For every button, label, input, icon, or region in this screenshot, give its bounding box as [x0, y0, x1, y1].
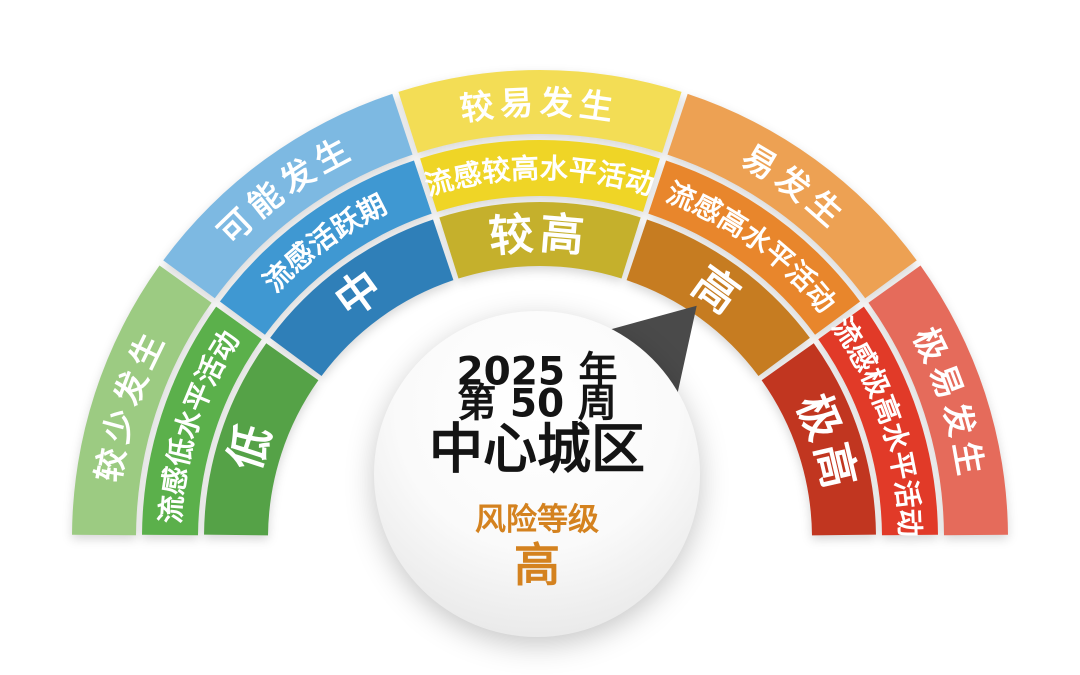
segment-中-level	[270, 219, 454, 376]
segment-较高-likelihood	[398, 70, 682, 153]
label-较高-likelihood: 较易发生	[458, 82, 623, 128]
segment-较高-level	[439, 202, 641, 279]
segment-低-activity	[142, 306, 262, 536]
gauge-segments: 较少发生流感低水平活动低可能发生流感活跃期中较易发生流感较高水平活动较高易发生流…	[72, 70, 1008, 539]
center-disc	[374, 311, 700, 637]
segment-较高-activity	[420, 139, 660, 212]
center-week-label: 第 50 周	[457, 382, 616, 427]
segment-极高-likelihood	[868, 265, 1008, 536]
segment-极高-activity	[818, 306, 938, 536]
segment-中-activity	[219, 160, 432, 335]
segment-低-level	[204, 343, 319, 536]
label-较高-level: 较高	[487, 208, 593, 263]
segment-低-likelihood	[72, 265, 212, 536]
segment-高-activity	[648, 160, 861, 335]
center-risk-level-value: 高	[514, 538, 560, 592]
segment-高-likelihood	[667, 93, 917, 299]
center-region-label: 中心城区	[429, 418, 645, 481]
center-year-label: 2025 年	[456, 350, 617, 395]
segment-极高-level	[761, 343, 876, 536]
center-risk-level-label: 风险等级	[475, 502, 599, 538]
segment-高-level	[626, 219, 810, 376]
segment-中-likelihood	[163, 93, 413, 299]
